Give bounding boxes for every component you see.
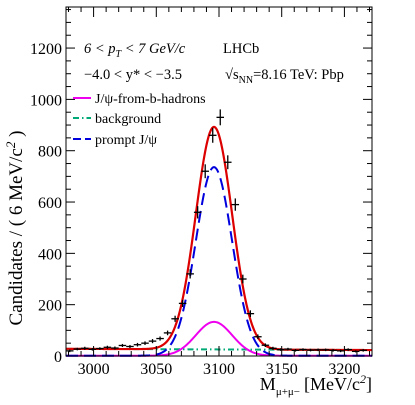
data-point [231,198,240,211]
x-tick-label: 3000 [78,361,110,378]
curve-prompt [66,166,372,357]
data-point [148,339,157,344]
data-point [246,310,255,317]
x-tick-label: 3050 [140,361,172,378]
annotation-energy: √sNN=8.16 TeV: Pbp [225,67,344,86]
svg-text:Mμ+μ−[MeV/c2]: Mμ+μ− [MeV/c2] [260,372,372,398]
annotation-experiment: LHCb [223,41,259,57]
data-point [103,345,112,349]
data-point [81,346,89,350]
plot-frame [65,6,373,357]
curve-total [65,125,373,352]
data-point [126,344,134,349]
data-point [224,155,232,170]
data-point [156,336,164,341]
data-point [133,342,142,347]
data-point [141,341,149,345]
y-tick-label: 1200 [30,41,62,58]
y-tick-label: 600 [38,195,62,212]
y-tick-label: 800 [38,144,62,161]
y-tick-label: 1000 [30,92,62,109]
y-tick-label: 0 [54,349,62,366]
data-point [88,348,97,351]
data-point [336,349,345,353]
data-point [299,348,307,351]
data-point [344,348,352,351]
y-axis-label: Candidates / ( 6 MeV/c2 ) [3,131,27,326]
x-axis-label: Mμ+μ− [MeV/c2] [260,372,372,398]
data-point [359,349,367,352]
data-point [163,330,172,336]
data-point [178,299,187,307]
data-point [193,206,202,219]
data-point [254,334,262,340]
data-point [284,347,292,351]
data-point [186,269,194,279]
data-point [111,346,119,350]
data-point [261,343,270,348]
data-point [306,348,315,352]
data-point [171,315,179,322]
legend-label-prompt: prompt J/ψ [95,133,157,148]
x-tick-label: 3200 [328,361,360,378]
legend-label-from-b: J/ψ-from-b-hadrons [95,92,206,107]
data-point [239,274,247,284]
annotation-rapidity: −4.0 < y* < −3.5 [84,67,182,83]
x-tick-label: 3100 [203,361,235,378]
data-point [321,348,330,352]
y-tick-label: 200 [38,298,62,315]
svg-text:6 < pT < 7 GeV/c: 6 < pT < 7 GeV/c [84,41,186,60]
data-point [216,109,225,126]
data-point [314,348,322,352]
data-point [201,164,209,179]
legend: J/ψ-from-b-hadrons background prompt J/ψ [73,92,206,148]
data-point [269,346,277,350]
data-points [66,109,367,353]
data-point [66,349,74,353]
axis-ticks: 0 200 400 600 800 1000 1200 3000 3050 3100 3150 320… [30,7,372,378]
data-point [208,127,217,143]
data-point [351,350,360,353]
svg-text:Candidates / ( 6 MeV/c2 ): Candidates / ( 6 MeV/c2 ) [3,131,27,326]
data-point [291,349,300,352]
x-tick-label: 3150 [266,361,298,378]
data-point [96,347,104,350]
annotation-pt: 6 < pT < 7 GeV/c [84,41,186,60]
data-point [329,349,337,352]
data-point [118,343,127,348]
data-point [73,347,82,351]
fit-curves [65,125,373,357]
y-tick-label: 400 [38,246,62,263]
legend-label-background: background [95,112,161,127]
data-point [276,348,285,351]
svg-text:√sNN=8.16 TeV: Pbp: √sNN=8.16 TeV: Pbp [225,67,344,86]
